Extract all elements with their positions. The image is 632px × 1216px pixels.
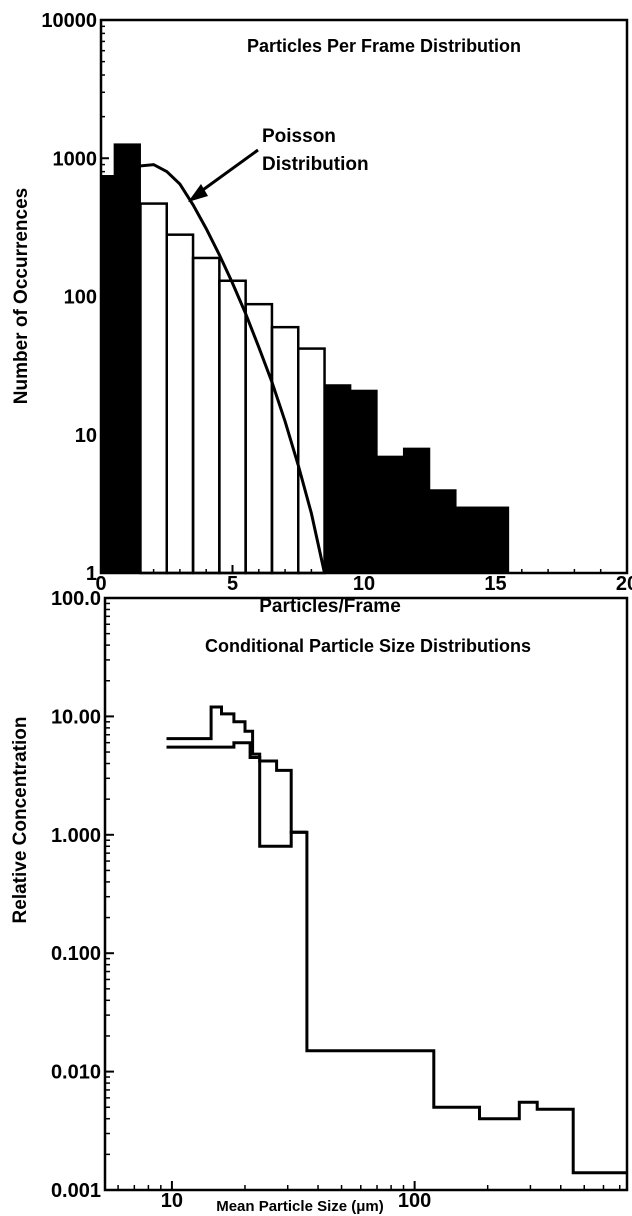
chart-1: Particles Per Frame Distribution Poisson… — [11, 10, 632, 617]
histogram-bar — [429, 489, 457, 574]
chart-2-y-ticks: 0.001 0.010 0.100 1.000 10.00 100.0 — [51, 588, 114, 1202]
chart-2-plot-area — [166, 705, 627, 1175]
histogram-bar — [297, 347, 326, 575]
chart-2-x-ticks: 10 100 — [117, 1181, 621, 1212]
x-tick-label: 100 — [398, 1190, 431, 1212]
y-tick-label: 10 — [75, 425, 97, 447]
y-tick-label: 100 — [64, 287, 97, 309]
chart-2-y-axis-label: Relative Concentration — [10, 717, 31, 924]
histogram-bar — [350, 389, 378, 574]
histogram-bar — [324, 384, 352, 574]
x-tick-label: 5 — [227, 573, 238, 595]
x-tick-label: 10 — [161, 1190, 183, 1212]
histogram-bar — [191, 256, 221, 575]
histogram-bar — [100, 175, 115, 574]
annotation-line-2: Distribution — [262, 154, 369, 175]
x-tick-label: 0 — [95, 573, 106, 595]
poisson-curve — [126, 163, 326, 574]
chart-2-frame — [103, 596, 629, 1192]
chart-1-y-ticks: 1 10 100 1000 10000 — [41, 10, 109, 585]
histogram-bar — [165, 233, 195, 575]
y-tick-label: 0.100 — [51, 943, 101, 965]
histogram-bar — [455, 506, 483, 574]
y-tick-label: 1000 — [53, 148, 98, 170]
chart-2-x-axis-label: Mean Particle Size (μm) — [216, 1198, 384, 1215]
histogram-bar — [113, 143, 141, 574]
x-tick-label: 15 — [484, 573, 506, 595]
y-tick-label: 0.010 — [51, 1062, 101, 1084]
annotation-line-1: Poisson — [262, 126, 336, 147]
y-tick-label: 1 — [86, 563, 97, 585]
chart-1-x-axis-label: Particles/Frame — [259, 596, 401, 617]
size-distribution-line-2 — [166, 741, 307, 848]
chart-2-title: Conditional Particle Size Distributions — [205, 636, 531, 656]
y-tick-label: 0.001 — [51, 1180, 101, 1202]
chart-1-plot-area — [100, 143, 510, 575]
y-tick-label: 100.0 — [51, 588, 101, 610]
chart-1-y-axis-label: Number of Occurrences — [11, 188, 32, 404]
histogram-bar — [139, 202, 168, 575]
y-tick-label: 1.000 — [51, 825, 101, 847]
annotation-arrow — [188, 148, 259, 202]
y-tick-label: 10.00 — [51, 706, 101, 728]
x-tick-label: 10 — [353, 573, 375, 595]
y-tick-label: 10000 — [41, 10, 97, 32]
x-tick-label: 20 — [616, 573, 632, 595]
chart-1-title: Particles Per Frame Distribution — [247, 36, 521, 56]
chart-1-x-ticks: 0 5 10 15 20 — [95, 565, 632, 595]
histogram-bar — [402, 447, 431, 574]
size-distribution-line-1 — [166, 705, 627, 1175]
chart-2: Conditional Particle Size Distributions … — [10, 588, 629, 1215]
histogram-bar — [481, 506, 510, 574]
histogram-bar — [218, 279, 247, 575]
histogram-bar — [376, 455, 404, 574]
